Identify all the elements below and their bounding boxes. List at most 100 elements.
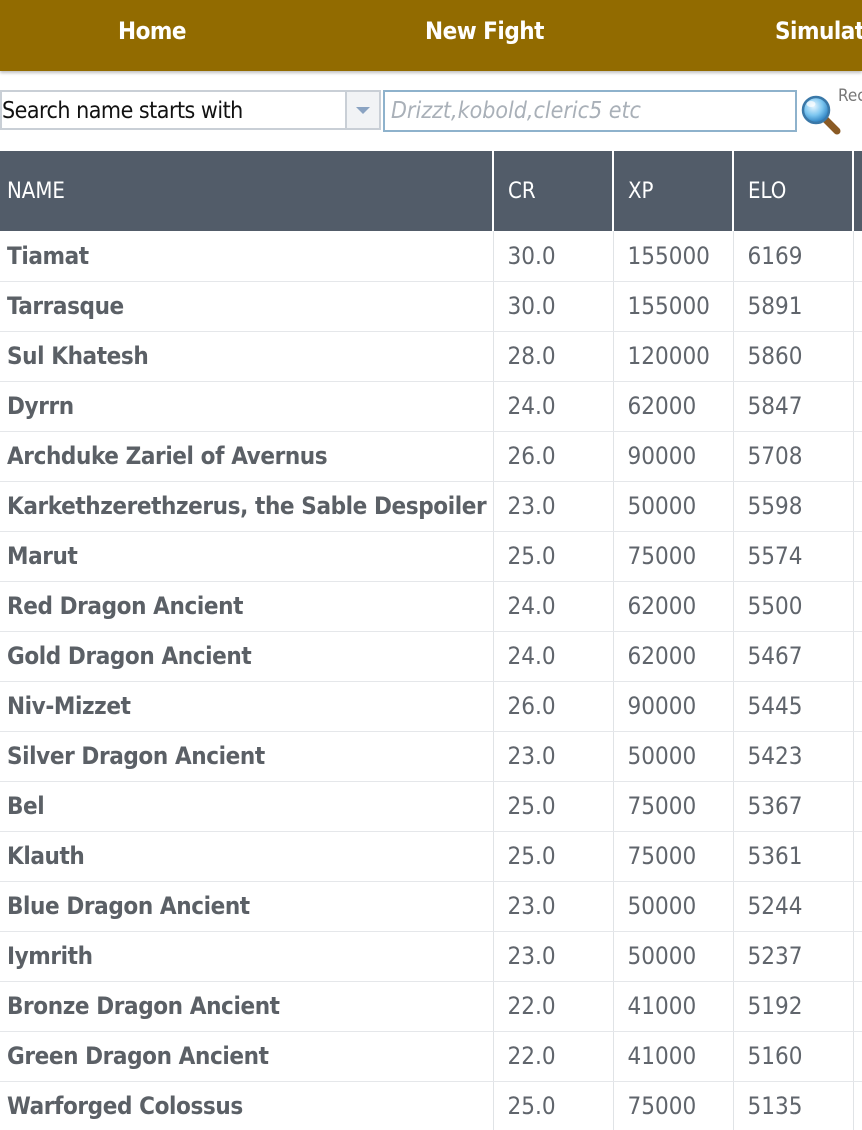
search-icon[interactable] [800, 94, 842, 136]
elo-cell: 5467 [733, 631, 854, 682]
table-row[interactable]: Archduke Zariel of Avernus 26.0 90000 5708 [0, 431, 862, 482]
table-row[interactable]: Iymrith 23.0 50000 5237 [0, 931, 862, 982]
table-row[interactable]: Dyrrn 24.0 62000 5847 [0, 381, 862, 432]
monster-table: NAME CR XP ELO Tiamat 30.0 155000 6169 Tarra… [0, 151, 862, 1130]
more-cell [853, 281, 862, 332]
monster-name-cell[interactable]: Dyrrn [0, 381, 494, 432]
xp-cell: 75000 [613, 831, 734, 882]
xp-cell: 155000 [613, 281, 734, 332]
cr-cell: 23.0 [493, 481, 614, 532]
monster-name-cell[interactable]: Bel [0, 781, 494, 832]
search-input[interactable] [383, 90, 797, 132]
top-navbar: Home New Fight Simulatio [0, 0, 862, 71]
more-cell [853, 381, 862, 432]
column-header-more [853, 151, 862, 231]
xp-cell: 155000 [613, 231, 734, 282]
table-body: Tiamat 30.0 155000 6169 Tarrasque 30.0 155000 5… [0, 231, 862, 1130]
more-cell [853, 881, 862, 932]
side-link[interactable]: Rec [838, 86, 862, 106]
cr-cell: 23.0 [493, 881, 614, 932]
column-header-elo[interactable]: ELO [733, 151, 854, 231]
table-row[interactable]: Gold Dragon Ancient 24.0 62000 5467 [0, 631, 862, 682]
table-row[interactable]: Tarrasque 30.0 155000 5891 [0, 281, 862, 332]
table-row[interactable]: Blue Dragon Ancient 23.0 50000 5244 [0, 881, 862, 932]
table-row[interactable]: Warforged Colossus 25.0 75000 5135 [0, 1081, 862, 1130]
elo-cell: 5500 [733, 581, 854, 632]
table-row[interactable]: Sul Khatesh 28.0 120000 5860 [0, 331, 862, 382]
xp-cell: 50000 [613, 931, 734, 982]
more-cell [853, 1031, 862, 1082]
more-cell [853, 831, 862, 882]
table-row[interactable]: Klauth 25.0 75000 5361 [0, 831, 862, 882]
xp-cell: 50000 [613, 731, 734, 782]
cr-cell: 23.0 [493, 931, 614, 982]
monster-name-cell[interactable]: Archduke Zariel of Avernus [0, 431, 494, 482]
monster-name-cell[interactable]: Klauth [0, 831, 494, 882]
monster-name-cell[interactable]: Karkethzerethzerus, the Sable Despoiler [0, 481, 494, 532]
more-cell [853, 681, 862, 732]
elo-cell: 5361 [733, 831, 854, 882]
monster-name-cell[interactable]: Tiamat [0, 231, 494, 282]
column-header-xp[interactable]: XP [613, 151, 734, 231]
table-row[interactable]: Bronze Dragon Ancient 22.0 41000 5192 [0, 981, 862, 1032]
elo-cell: 5891 [733, 281, 854, 332]
xp-cell: 75000 [613, 1081, 734, 1130]
elo-cell: 5135 [733, 1081, 854, 1130]
table-header-row: NAME CR XP ELO [0, 151, 862, 231]
monster-name-cell[interactable]: Niv-Mizzet [0, 681, 494, 732]
elo-cell: 5423 [733, 731, 854, 782]
table-row[interactable]: Silver Dragon Ancient 23.0 50000 5423 [0, 731, 862, 782]
more-cell [853, 481, 862, 532]
monster-name-cell[interactable]: Blue Dragon Ancient [0, 881, 494, 932]
monster-name-cell[interactable]: Iymrith [0, 931, 494, 982]
cr-cell: 24.0 [493, 581, 614, 632]
more-cell [853, 931, 862, 982]
cr-cell: 28.0 [493, 331, 614, 382]
nav-home[interactable]: Home [118, 17, 187, 45]
elo-cell: 5598 [733, 481, 854, 532]
cr-cell: 30.0 [493, 231, 614, 282]
xp-cell: 90000 [613, 431, 734, 482]
more-cell [853, 231, 862, 282]
table-row[interactable]: Green Dragon Ancient 22.0 41000 5160 [0, 1031, 862, 1082]
more-cell [853, 431, 862, 482]
xp-cell: 41000 [613, 1031, 734, 1082]
monster-name-cell[interactable]: Silver Dragon Ancient [0, 731, 494, 782]
xp-cell: 62000 [613, 631, 734, 682]
xp-cell: 62000 [613, 581, 734, 632]
table-row[interactable]: Tiamat 30.0 155000 6169 [0, 231, 862, 282]
elo-cell: 5708 [733, 431, 854, 482]
table-row[interactable]: Marut 25.0 75000 5574 [0, 531, 862, 582]
chevron-down-icon[interactable] [345, 92, 379, 128]
xp-cell: 50000 [613, 881, 734, 932]
table-row[interactable]: Niv-Mizzet 26.0 90000 5445 [0, 681, 862, 732]
xp-cell: 50000 [613, 481, 734, 532]
cr-cell: 25.0 [493, 531, 614, 582]
xp-cell: 120000 [613, 331, 734, 382]
table-row[interactable]: Karkethzerethzerus, the Sable Despoiler 2… [0, 481, 862, 532]
table-row[interactable]: Red Dragon Ancient 24.0 62000 5500 [0, 581, 862, 632]
column-header-name[interactable]: NAME [0, 151, 494, 231]
more-cell [853, 531, 862, 582]
monster-name-cell[interactable]: Red Dragon Ancient [0, 581, 494, 632]
xp-cell: 41000 [613, 981, 734, 1032]
elo-cell: 5847 [733, 381, 854, 432]
more-cell [853, 981, 862, 1032]
monster-name-cell[interactable]: Gold Dragon Ancient [0, 631, 494, 682]
search-mode-select[interactable]: Search name starts with [0, 90, 381, 130]
more-cell [853, 731, 862, 782]
cr-cell: 25.0 [493, 781, 614, 832]
column-header-cr[interactable]: CR [493, 151, 614, 231]
search-bar: Search name starts with Rec [0, 86, 862, 138]
monster-name-cell[interactable]: Tarrasque [0, 281, 494, 332]
cr-cell: 22.0 [493, 1031, 614, 1082]
monster-name-cell[interactable]: Green Dragon Ancient [0, 1031, 494, 1082]
monster-name-cell[interactable]: Sul Khatesh [0, 331, 494, 382]
monster-name-cell[interactable]: Warforged Colossus [0, 1081, 494, 1130]
monster-name-cell[interactable]: Bronze Dragon Ancient [0, 981, 494, 1032]
nav-simulation[interactable]: Simulatio [775, 17, 862, 45]
monster-name-cell[interactable]: Marut [0, 531, 494, 582]
nav-new-fight[interactable]: New Fight [425, 17, 544, 45]
xp-cell: 90000 [613, 681, 734, 732]
table-row[interactable]: Bel 25.0 75000 5367 [0, 781, 862, 832]
